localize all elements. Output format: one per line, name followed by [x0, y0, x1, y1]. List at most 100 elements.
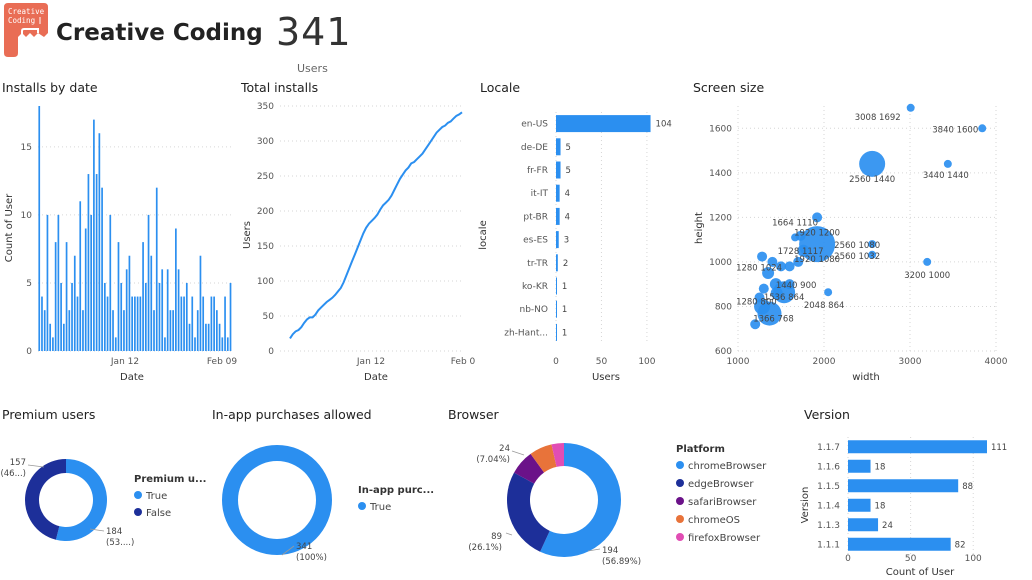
scatter-point [943, 159, 952, 168]
scatter-point [812, 212, 823, 223]
legend-dot-icon [676, 515, 684, 523]
data-label: 3840 1600 [932, 125, 978, 135]
bar [101, 187, 103, 351]
bar [82, 310, 84, 351]
scatter-point [793, 256, 804, 267]
leader-line [511, 450, 525, 456]
data-label: 5 [566, 143, 571, 153]
bar [106, 296, 109, 351]
y-tick-label: 1000 [709, 258, 732, 268]
scatter-point [784, 261, 795, 272]
scatter-point [795, 230, 806, 241]
title-browser: Browser [448, 407, 499, 422]
legend-item[interactable]: True [134, 491, 206, 502]
bar [556, 231, 559, 249]
legend-label: chromeBrowser [688, 461, 767, 472]
legend-item[interactable]: chromeOS [676, 515, 766, 526]
x-tick-label: 4000 [985, 357, 1008, 367]
pie-slice [514, 453, 545, 484]
data-label: 194 [602, 546, 618, 556]
inapp-legend: In-app purc... True [358, 485, 434, 513]
legend-dot-icon [358, 502, 366, 510]
legend-label: False [146, 508, 172, 519]
data-label-pct: (100%) [296, 553, 327, 563]
bar [556, 277, 557, 295]
legend-label: edgeBrowser [688, 479, 754, 490]
kpi-users-label: Users [297, 62, 328, 75]
bar [43, 310, 46, 351]
bar [556, 323, 557, 341]
bar [71, 282, 73, 351]
bar [216, 310, 218, 351]
y-tick-label: 10 [21, 211, 33, 221]
legend-dot-icon [676, 479, 684, 487]
legend-item[interactable]: True [358, 502, 434, 513]
legend-item[interactable]: edgeBrowser [676, 479, 766, 490]
pie-slice [551, 443, 564, 467]
bar [125, 269, 128, 351]
bar [848, 459, 871, 473]
y-tick-label: 0 [268, 347, 274, 357]
data-label: 1920 1200 [794, 228, 840, 238]
data-label: 89 [491, 532, 502, 542]
scatter-point [776, 261, 786, 272]
bar [213, 296, 215, 351]
legend-item[interactable]: safariBrowser [676, 497, 766, 508]
category-label: es-ES [523, 236, 548, 246]
legend-item[interactable]: firefoxBrowser [676, 533, 766, 544]
scatter-point [824, 288, 833, 297]
bar [155, 187, 158, 351]
bar [196, 310, 199, 351]
bar [153, 310, 155, 351]
legend-dot-icon [676, 497, 684, 505]
bar [556, 300, 557, 318]
pie-slice [507, 472, 550, 552]
x-tick-label: 1000 [727, 357, 750, 367]
bar [95, 174, 98, 351]
scatter-point [978, 124, 987, 133]
leader-line [505, 532, 513, 536]
app-logo: Creative Coding [4, 3, 48, 57]
data-label-pct: (46...) [0, 469, 26, 479]
bar [114, 337, 117, 351]
data-label: 1 [562, 328, 567, 338]
bar [134, 296, 136, 351]
bar [139, 296, 142, 351]
legend-dot-icon [676, 461, 684, 469]
platform-legend: Platform chromeBrowser edgeBrowser safar… [676, 444, 766, 544]
leader-line [281, 545, 295, 556]
data-label: 3440 1440 [923, 171, 969, 181]
premium-legend: Premium u... True False [134, 474, 206, 519]
bar [109, 214, 112, 351]
data-label: 82 [955, 540, 966, 550]
bar [60, 282, 62, 351]
inapp-chart: 341(100%) [222, 445, 332, 563]
category-label: zh-Hant... [504, 328, 548, 338]
bar [218, 323, 221, 351]
bar [90, 214, 93, 351]
bar [144, 282, 147, 351]
bar [68, 310, 71, 351]
legend-dot-icon [134, 491, 142, 499]
category-label: 1.1.7 [817, 443, 840, 453]
premium-users-chart: 184(53....) 157(46...) [0, 458, 134, 548]
bar [848, 479, 959, 493]
data-label: 2560 1080 [834, 241, 880, 251]
bar [848, 440, 987, 454]
legend-item[interactable]: False [134, 508, 206, 519]
leader-line [587, 548, 601, 552]
y-axis-label: locale [478, 220, 489, 249]
inapp-legend-title: In-app purc... [358, 485, 435, 496]
bar [226, 337, 229, 351]
bar [73, 255, 76, 351]
data-label: 157 [10, 458, 26, 468]
bar [202, 296, 205, 351]
legend-item[interactable]: chromeBrowser [676, 461, 766, 472]
x-axis-label: width [852, 372, 880, 383]
y-tick-label: 300 [257, 137, 274, 147]
logo-icon: Creative Coding [4, 3, 48, 57]
legend-label: firefoxBrowser [688, 533, 761, 544]
scatter-point [784, 279, 795, 290]
scatter-point [757, 251, 768, 262]
bar [164, 337, 166, 351]
